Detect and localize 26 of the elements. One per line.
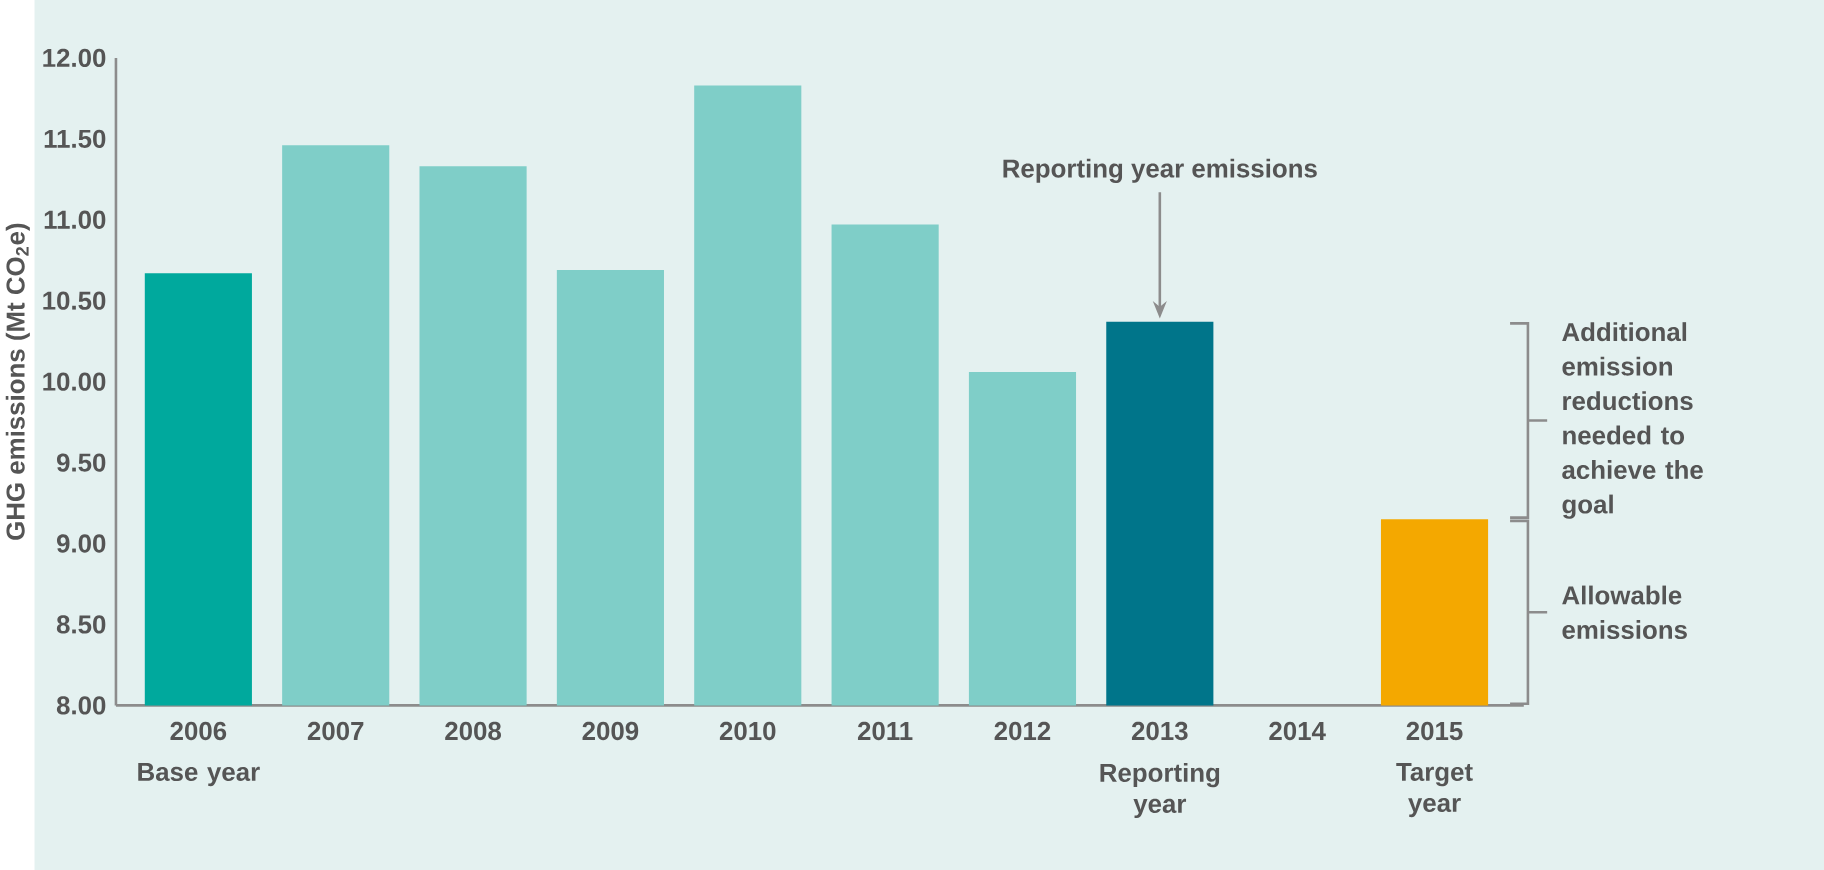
y-tick-label: 10.50 bbox=[43, 291, 106, 310]
x-tick-label: 2008 bbox=[445, 721, 502, 741]
y-tick-label: 11.00 bbox=[44, 210, 106, 229]
y-tick-label: 8.50 bbox=[56, 615, 106, 634]
x-tick-label: 2014 bbox=[1269, 721, 1326, 741]
annotation: Reporting year emissions bbox=[1003, 158, 1317, 183]
text: Reporting year bbox=[1100, 762, 1220, 819]
x-tick-label: 2011 bbox=[857, 721, 913, 741]
y-axis-title: GHG emissions (Mt CO$_{2}$e) bbox=[5, 223, 30, 540]
x-tick-label: 2013 bbox=[1131, 721, 1188, 741]
x-tick-label: 2012 bbox=[994, 721, 1051, 741]
x-tick-label: 2009 bbox=[582, 721, 639, 741]
x-tick-label: 2007 bbox=[307, 721, 364, 741]
y-tick-label: 9.50 bbox=[56, 453, 106, 472]
y-tick-label: 12.00 bbox=[43, 48, 106, 67]
y-tick-label: 9.00 bbox=[56, 534, 106, 553]
x-tick-label: 2015 bbox=[1406, 721, 1463, 741]
x-tick-label: 2010 bbox=[719, 721, 776, 741]
text: Allowable emissions bbox=[1562, 585, 1687, 639]
y-tick-label: 11.50 bbox=[44, 129, 106, 148]
x-tick-label: 2006 bbox=[170, 721, 227, 741]
text: Additional emission reductions needed to achieve the goal bbox=[1562, 322, 1703, 519]
y-tick-label: 10.00 bbox=[43, 372, 106, 391]
text: Target year bbox=[1396, 762, 1473, 818]
text: Base year bbox=[138, 762, 260, 787]
y-tick-label: 8.00 bbox=[56, 696, 106, 715]
